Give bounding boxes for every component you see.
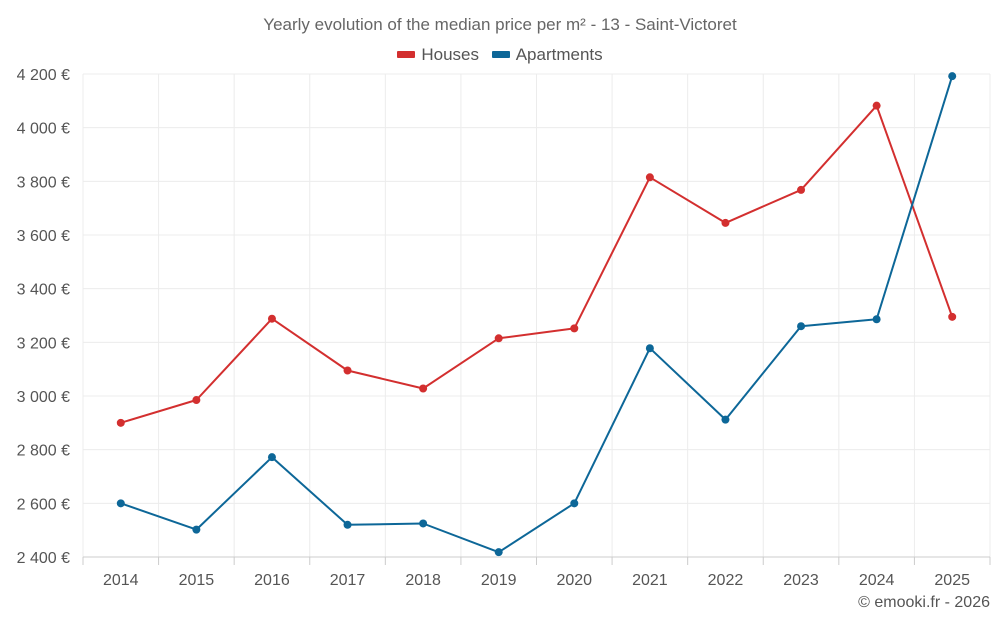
legend-item-apartments[interactable]: Apartments — [491, 45, 603, 65]
x-tick-label: 2018 — [405, 572, 441, 589]
data-point-apartments-2019 — [494, 548, 503, 557]
data-point-houses-2018 — [419, 384, 428, 393]
x-tick-label: 2021 — [632, 572, 668, 589]
data-point-houses-2014 — [116, 418, 125, 427]
data-point-apartments-2024 — [872, 315, 881, 324]
data-point-apartments-2015 — [192, 525, 201, 534]
data-point-houses-2021 — [645, 173, 654, 182]
chart-title: Yearly evolution of the median price per… — [263, 15, 737, 34]
data-point-apartments-2016 — [267, 453, 276, 462]
x-tick-label: 2014 — [103, 572, 139, 589]
y-tick-label: 3 400 € — [17, 282, 70, 299]
data-point-apartments-2021 — [645, 344, 654, 353]
legend-item-houses[interactable]: Houses — [397, 45, 479, 65]
data-point-houses-2023 — [797, 185, 806, 194]
data-point-houses-2024 — [872, 101, 881, 110]
credit-text: © emooki.fr - 2026 — [858, 594, 990, 611]
x-tick-label: 2015 — [179, 572, 215, 589]
y-tick-label: 4 200 € — [17, 67, 70, 84]
x-tick-label: 2024 — [859, 572, 895, 589]
y-tick-label: 3 000 € — [17, 389, 70, 406]
data-point-apartments-2020 — [570, 499, 579, 508]
y-tick-label: 3 600 € — [17, 228, 70, 245]
y-tick-label: 3 200 € — [17, 335, 70, 352]
data-point-apartments-2023 — [797, 322, 806, 331]
y-tick-label: 2 400 € — [17, 550, 70, 567]
legend: Houses Apartments — [0, 45, 1000, 65]
data-point-apartments-2014 — [116, 499, 125, 508]
y-tick-label: 2 800 € — [17, 443, 70, 460]
data-point-apartments-2025 — [948, 72, 957, 81]
data-point-apartments-2018 — [419, 519, 428, 528]
x-tick-label: 2023 — [783, 572, 819, 589]
x-tick-label: 2020 — [556, 572, 592, 589]
data-point-apartments-2022 — [721, 415, 730, 424]
data-point-houses-2020 — [570, 324, 579, 333]
legend-label-apartments: Apartments — [515, 45, 603, 64]
y-tick-label: 2 600 € — [17, 496, 70, 513]
series-line-houses — [120, 104, 954, 424]
x-tick-label: 2017 — [330, 572, 366, 589]
x-tick-label: 2019 — [481, 572, 517, 589]
y-tick-label: 4 000 € — [17, 121, 70, 138]
data-point-houses-2022 — [721, 218, 730, 227]
x-tick-label: 2016 — [254, 572, 290, 589]
legend-swatch-houses — [397, 51, 416, 59]
x-tick-label: 2022 — [708, 572, 744, 589]
data-point-houses-2015 — [192, 396, 201, 405]
x-tick-label: 2025 — [934, 572, 970, 589]
data-point-houses-2019 — [494, 334, 503, 343]
legend-label-houses: Houses — [421, 45, 479, 64]
legend-swatch-apartments — [491, 51, 510, 59]
data-point-apartments-2017 — [343, 520, 352, 529]
data-point-houses-2016 — [267, 314, 276, 323]
data-point-houses-2025 — [948, 312, 957, 321]
series-line-apartments — [120, 75, 954, 554]
y-tick-label: 3 800 € — [17, 174, 70, 191]
data-point-houses-2017 — [343, 366, 352, 375]
